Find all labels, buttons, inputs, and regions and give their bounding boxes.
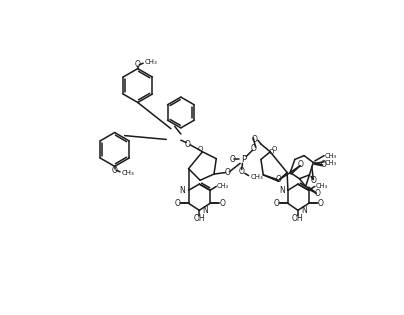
Text: O: O	[135, 60, 141, 69]
Text: CH₃: CH₃	[145, 60, 158, 66]
Text: CH₃: CH₃	[250, 174, 263, 180]
Text: CH₃: CH₃	[217, 183, 229, 189]
Text: P: P	[241, 155, 246, 164]
Text: CH₃: CH₃	[122, 169, 134, 175]
Text: CH₃: CH₃	[325, 159, 337, 166]
Text: O: O	[251, 144, 257, 153]
Text: N: N	[180, 186, 185, 195]
Text: O: O	[276, 175, 282, 184]
Text: CH₃: CH₃	[325, 152, 337, 159]
Text: O: O	[185, 140, 191, 149]
Text: O: O	[174, 199, 180, 208]
Text: O: O	[310, 176, 316, 185]
Text: O: O	[252, 135, 258, 144]
Text: O: O	[314, 189, 320, 198]
Text: O: O	[271, 146, 277, 152]
Text: O: O	[219, 199, 225, 208]
Text: N: N	[279, 186, 285, 195]
Text: O: O	[318, 199, 324, 208]
Text: OH: OH	[292, 214, 304, 223]
Text: N: N	[301, 206, 307, 215]
Text: O: O	[224, 168, 230, 177]
Text: O: O	[269, 149, 274, 155]
Text: O: O	[229, 155, 236, 164]
Text: O: O	[298, 160, 304, 169]
Text: O: O	[320, 160, 326, 169]
Text: CH₃: CH₃	[316, 183, 328, 189]
Text: O: O	[274, 199, 280, 208]
Text: O: O	[198, 146, 203, 152]
Text: O: O	[239, 167, 245, 176]
Text: N: N	[202, 206, 208, 215]
Text: OH: OH	[194, 214, 205, 223]
Text: O: O	[112, 166, 118, 175]
